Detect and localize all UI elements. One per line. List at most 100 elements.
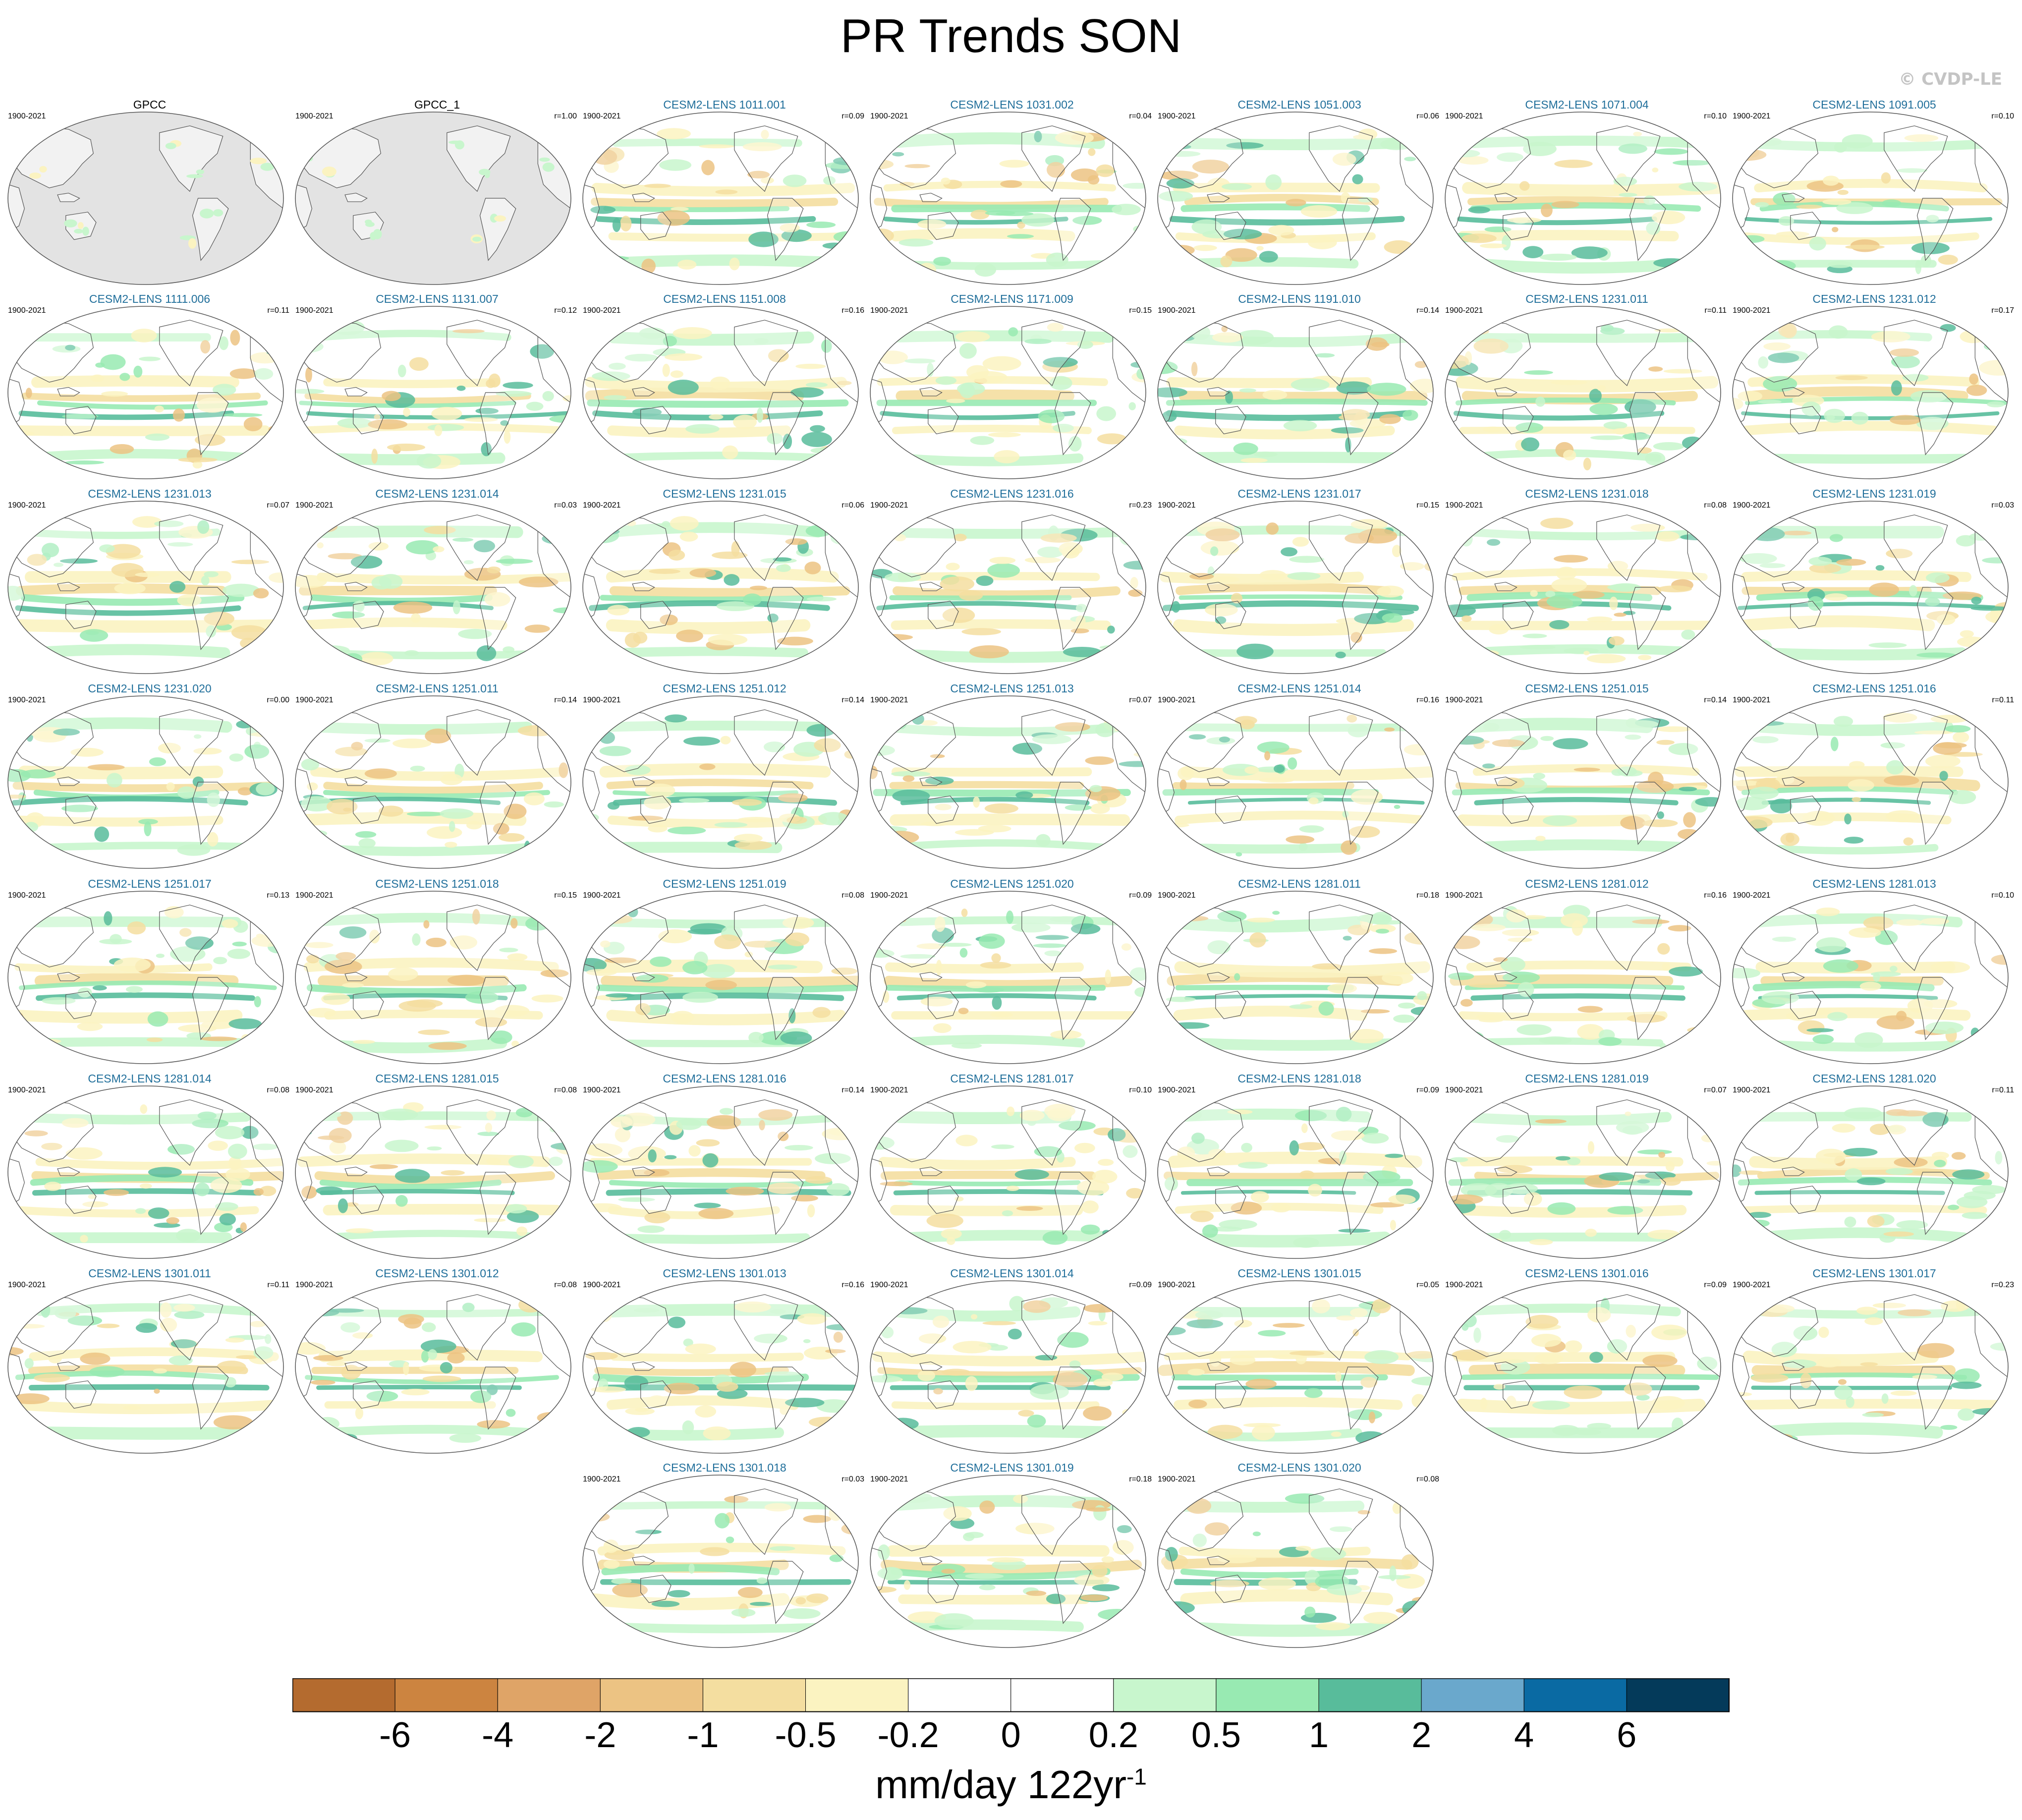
map-panel: CESM2-LENS 1231.011 1900-2021 r=0.11 (1443, 292, 1731, 486)
map-plot (582, 891, 859, 1064)
panel-period: 1900-2021 (870, 112, 908, 120)
panel-period: 1900-2021 (583, 1475, 621, 1483)
map-panel: CESM2-LENS 1301.019 1900-2021 r=0.18 (868, 1461, 1156, 1654)
panel-period: 1900-2021 (1158, 112, 1196, 120)
panel-period: 1900-2021 (583, 891, 621, 900)
map-panel: CESM2-LENS 1231.018 1900-2021 r=0.08 (1443, 487, 1731, 681)
map-plot (1732, 695, 2009, 869)
map-panel: CESM2-LENS 1281.015 1900-2021 r=0.08 (293, 1072, 581, 1265)
panel-period: 1900-2021 (1158, 696, 1196, 704)
map-plot (7, 1085, 284, 1259)
panel-period: 1900-2021 (583, 306, 621, 315)
panel-correlation: r=0.08 (1416, 1475, 1439, 1483)
panel-title: GPCC_1 (414, 98, 460, 111)
map-panel: CESM2-LENS 1251.011 1900-2021 r=0.14 (293, 682, 581, 875)
map-plot (870, 1085, 1146, 1259)
panel-title: CESM2-LENS 1251.020 (950, 877, 1074, 890)
colorbar-segment (1523, 1678, 1627, 1712)
map-plot (582, 306, 859, 479)
colorbar-segment (908, 1678, 1011, 1712)
panel-correlation: r=0.16 (1704, 891, 1727, 900)
map-panel: GPCC_1 1900-2021 r=1.00 (293, 98, 581, 291)
panel-correlation: r=0.10 (1991, 891, 2014, 900)
map-panel: CESM2-LENS 1281.019 1900-2021 r=0.07 (1443, 1072, 1731, 1265)
map-plot (295, 695, 571, 869)
map-plot (295, 501, 571, 674)
colorbar-segment (1113, 1678, 1217, 1712)
panel-correlation: r=0.09 (842, 112, 864, 120)
figure-title: PR Trends SON (840, 9, 1182, 62)
map-plot (870, 891, 1146, 1064)
map-plot (582, 695, 859, 869)
panel-title: CESM2-LENS 1281.013 (1812, 877, 1936, 890)
colorbar (292, 1678, 1730, 1712)
panel-correlation: r=0.23 (1129, 501, 1152, 510)
colorbar-segment (600, 1678, 703, 1712)
map-panel: CESM2-LENS 1281.016 1900-2021 r=0.14 (581, 1072, 868, 1265)
panel-period: 1900-2021 (8, 112, 46, 120)
panel-period: 1900-2021 (870, 306, 908, 315)
colorbar-tick-label: 0.5 (1191, 1715, 1241, 1755)
panel-period: 1900-2021 (583, 1281, 621, 1289)
panel-correlation: r=0.14 (842, 696, 864, 704)
colorbar-tick-label: 0.2 (1088, 1715, 1138, 1755)
map-panel: CESM2-LENS 1281.013 1900-2021 r=0.10 (1731, 877, 2018, 1071)
panel-title: CESM2-LENS 1281.019 (1525, 1072, 1649, 1085)
map-panel: CESM2-LENS 1251.018 1900-2021 r=0.15 (293, 877, 581, 1071)
panel-period: 1900-2021 (1733, 306, 1771, 315)
map-panel: CESM2-LENS 1111.006 1900-2021 r=0.11 (6, 292, 293, 486)
map-plot (1445, 112, 1721, 285)
map-panel: CESM2-LENS 1231.016 1900-2021 r=0.23 (868, 487, 1156, 681)
map-plot (295, 306, 571, 479)
panel-period: 1900-2021 (1733, 112, 1771, 120)
colorbar-tick-label: -1 (687, 1715, 719, 1755)
panel-correlation: r=0.16 (1416, 696, 1439, 704)
panel-period: 1900-2021 (1733, 891, 1771, 900)
panel-period: 1900-2021 (583, 112, 621, 120)
map-plot (870, 695, 1146, 869)
panel-title: CESM2-LENS 1251.017 (88, 877, 212, 890)
colorbar-tick-label: -6 (379, 1715, 411, 1755)
colorbar-labels: -6 -4 -2 -1 -0.5 -0.2 0 0.2 0.5 1 2 4 6 (0, 1715, 2022, 1755)
panel-correlation: r=0.13 (267, 891, 289, 900)
panel-period: 1900-2021 (8, 1281, 46, 1289)
map-panel: CESM2-LENS 1231.014 1900-2021 r=0.03 (293, 487, 581, 681)
map-panel: GPCC 1900-2021 (6, 98, 293, 291)
map-panel: CESM2-LENS 1231.015 1900-2021 r=0.06 (581, 487, 868, 681)
panel-period: 1900-2021 (1445, 696, 1483, 704)
map-panels-grid: GPCC 1900-2021 GPCC_1 1900-2021 r=1.00 CESM2-… (6, 98, 2018, 1654)
credit-label: © CVDP-LE (1899, 69, 2002, 89)
map-plot (1445, 1085, 1721, 1259)
map-panel: CESM2-LENS 1251.016 1900-2021 r=0.11 (1731, 682, 2018, 875)
map-plot (1732, 112, 2009, 285)
panel-period: 1900-2021 (8, 501, 46, 510)
map-plot (870, 1475, 1146, 1648)
panel-title: CESM2-LENS 1251.013 (950, 682, 1074, 695)
panel-correlation: r=0.07 (267, 501, 289, 510)
panel-correlation: r=0.15 (1416, 501, 1439, 510)
map-plot (1732, 1280, 2009, 1454)
map-panel: CESM2-LENS 1171.009 1900-2021 r=0.15 (868, 292, 1156, 486)
panel-period: 1900-2021 (1733, 1281, 1771, 1289)
map-plot (870, 501, 1146, 674)
map-plot (1732, 1085, 2009, 1259)
panel-correlation: r=0.11 (1992, 696, 2014, 704)
panel-correlation: r=0.09 (1129, 1281, 1152, 1289)
map-panel: CESM2-LENS 1031.002 1900-2021 r=0.04 (868, 98, 1156, 291)
map-panel: CESM2-LENS 1281.018 1900-2021 r=0.09 (1156, 1072, 1443, 1265)
panel-correlation: r=0.07 (1704, 1086, 1727, 1094)
map-panel: CESM2-LENS 1131.007 1900-2021 r=0.12 (293, 292, 581, 486)
panel-title: CESM2-LENS 1301.015 (1237, 1267, 1361, 1280)
panel-period: 1900-2021 (1158, 1086, 1196, 1094)
panel-period: 1900-2021 (295, 1086, 334, 1094)
panel-title: CESM2-LENS 1051.003 (1237, 98, 1361, 111)
panel-correlation: r=0.04 (1129, 112, 1152, 120)
panel-title: CESM2-LENS 1281.016 (663, 1072, 786, 1085)
panel-period: 1900-2021 (295, 501, 334, 510)
map-panel: CESM2-LENS 1301.011 1900-2021 r=0.11 (6, 1267, 293, 1460)
map-panel: CESM2-LENS 1281.011 1900-2021 r=0.18 (1156, 877, 1443, 1071)
panel-correlation: r=0.14 (842, 1086, 864, 1094)
panel-correlation: r=0.03 (1991, 501, 2014, 510)
panel-period: 1900-2021 (295, 306, 334, 315)
panel-period: 1900-2021 (1158, 306, 1196, 315)
